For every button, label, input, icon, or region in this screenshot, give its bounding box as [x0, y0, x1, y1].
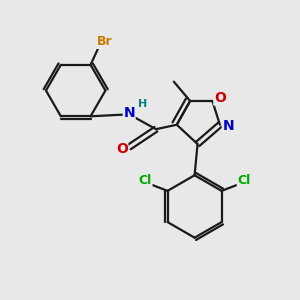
Text: N: N — [123, 106, 135, 120]
Text: O: O — [214, 91, 226, 105]
Text: H: H — [138, 99, 147, 109]
Text: Cl: Cl — [237, 174, 250, 187]
Text: O: O — [116, 142, 128, 155]
Text: Cl: Cl — [139, 174, 152, 187]
Text: N: N — [222, 119, 234, 133]
Text: Br: Br — [97, 35, 112, 48]
